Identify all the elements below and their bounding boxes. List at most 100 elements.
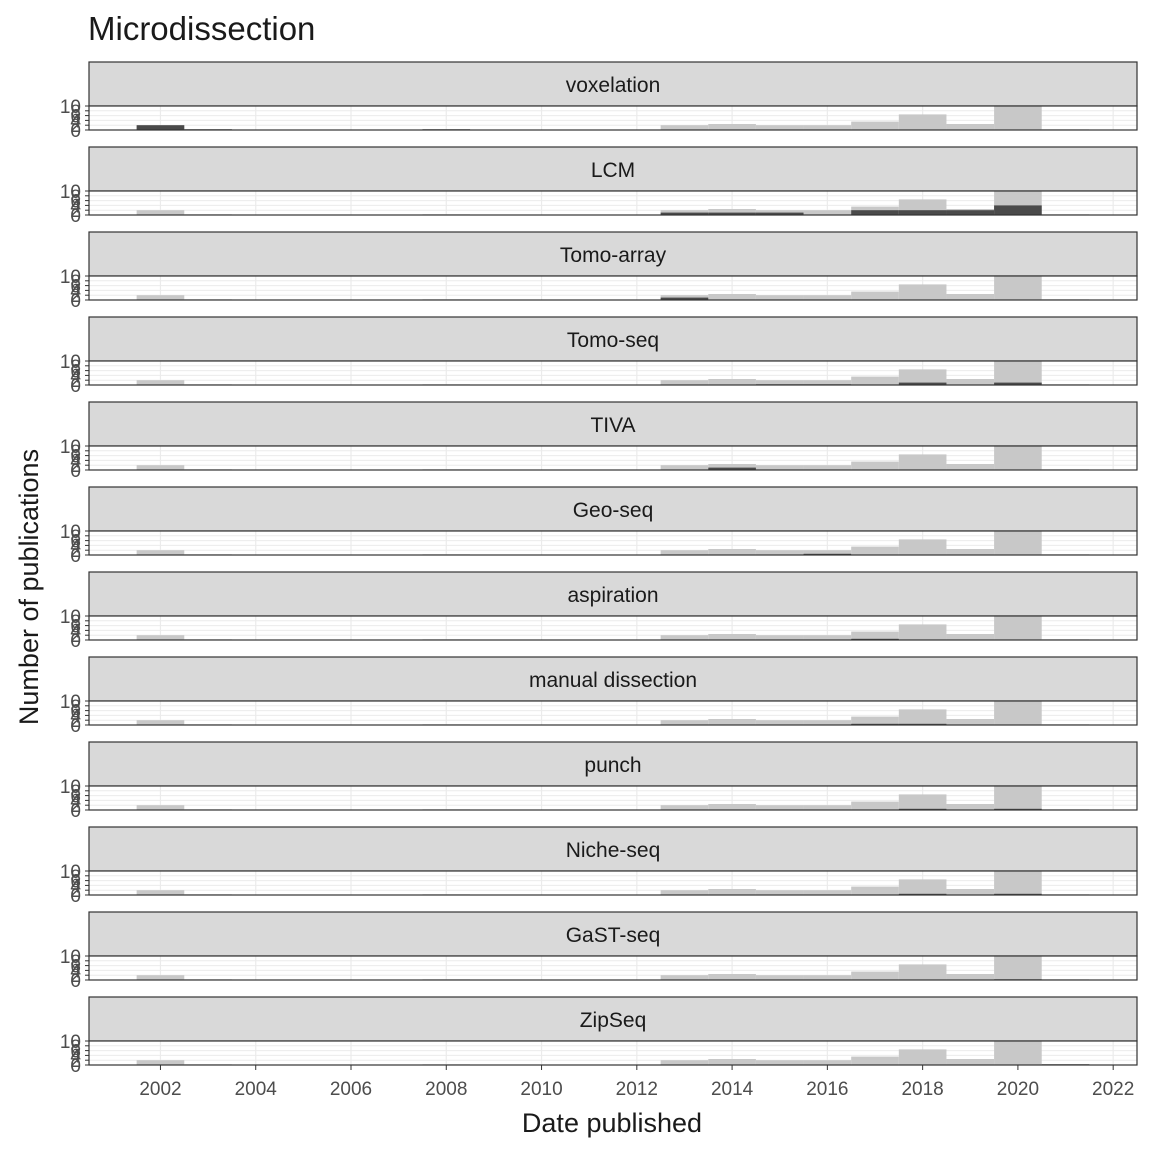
- y-tick-label: 10: [60, 437, 81, 458]
- total-bar: [898, 1049, 947, 1065]
- total-bar: [708, 549, 756, 555]
- total-bar: [755, 635, 804, 640]
- total-bar: [660, 805, 709, 810]
- y-tick-label: 4: [70, 791, 81, 812]
- x-tick-label: 2008: [425, 1079, 467, 1100]
- total-bar: [708, 124, 756, 130]
- y-tick-label: 0: [70, 291, 81, 312]
- y-tick-label: 0: [70, 716, 81, 737]
- y-tick-label: 4: [70, 111, 81, 132]
- chart-title: Microdissection: [88, 10, 315, 47]
- total-bar: [946, 294, 995, 300]
- total-bar: [851, 886, 899, 895]
- total-bar: [994, 276, 1042, 300]
- total-bar: [660, 720, 709, 725]
- total-bar: [946, 124, 995, 130]
- y-tick-label: 10: [60, 692, 81, 713]
- total-bar: [803, 805, 852, 810]
- total-bar: [708, 804, 756, 810]
- method-bar: [660, 297, 709, 300]
- y-tick-label: 0: [70, 206, 81, 227]
- y-tick-label: 10: [60, 947, 81, 968]
- total-bar: [755, 975, 804, 980]
- total-bar: [136, 890, 185, 895]
- total-bar: [660, 465, 709, 470]
- total-bar: [946, 804, 995, 810]
- facet-label: GaST-seq: [566, 924, 661, 947]
- total-bar: [660, 890, 709, 895]
- y-tick-label: 10: [60, 1032, 81, 1053]
- y-tick-label: 4: [70, 451, 81, 472]
- panel-border: [88, 360, 1138, 386]
- facet-strip: [88, 231, 1138, 277]
- y-tick-label: 8: [70, 782, 81, 803]
- x-tick-label: 2002: [139, 1079, 181, 1100]
- facet-strip: [88, 911, 1138, 957]
- total-bar: [851, 801, 899, 810]
- facet-strip: [88, 571, 1138, 617]
- panel-border: [88, 530, 1138, 556]
- total-bar: [803, 465, 852, 470]
- y-tick-label: 2: [70, 626, 81, 647]
- method-bar: [755, 212, 804, 215]
- y-tick-label: 0: [70, 461, 81, 482]
- x-axis-label: Date published: [522, 1108, 702, 1138]
- total-bar: [851, 716, 899, 725]
- y-tick-label: 8: [70, 1037, 81, 1058]
- facet-strip: [88, 996, 1138, 1042]
- y-tick-label: 8: [70, 612, 81, 633]
- total-bar: [898, 794, 947, 810]
- total-bar: [660, 975, 709, 980]
- panel-border: [88, 615, 1138, 641]
- total-bar: [755, 380, 804, 385]
- method-bar: [851, 210, 899, 215]
- total-bar: [755, 720, 804, 725]
- method-bar: [660, 212, 709, 215]
- total-bar: [803, 295, 852, 300]
- facet-label: aspiration: [567, 584, 658, 607]
- total-bar: [898, 964, 947, 980]
- y-axis-label: Number of publications: [14, 449, 44, 725]
- panel-border: [88, 785, 1138, 811]
- y-tick-label: 0: [70, 121, 81, 142]
- total-bar: [946, 889, 995, 895]
- y-tick-label: 8: [70, 102, 81, 123]
- total-bar: [708, 634, 756, 640]
- panel-border: [88, 870, 1138, 896]
- total-bar: [755, 550, 804, 555]
- method-bar: [994, 382, 1042, 385]
- total-bar: [851, 631, 899, 640]
- y-tick-label: 4: [70, 366, 81, 387]
- y-tick-label: 8: [70, 187, 81, 208]
- facet-strip: [88, 316, 1138, 362]
- panel-border: [88, 275, 1138, 301]
- x-tick-label: 2006: [330, 1079, 372, 1100]
- y-tick-label: 0: [70, 971, 81, 992]
- y-tick-label: 6: [70, 447, 81, 468]
- y-tick-label: 8: [70, 697, 81, 718]
- total-bar: [755, 295, 804, 300]
- total-bar: [803, 890, 852, 895]
- total-bar: [708, 1059, 756, 1065]
- facet-label: TIVA: [590, 414, 635, 437]
- x-tick-label: 2018: [901, 1079, 943, 1100]
- y-tick-label: 0: [70, 801, 81, 822]
- x-tick-label: 2020: [997, 1079, 1039, 1100]
- y-tick-label: 4: [70, 706, 81, 727]
- total-bar: [898, 624, 947, 640]
- total-bar: [994, 616, 1042, 640]
- method-bar: [898, 382, 947, 385]
- facet-strip: [88, 741, 1138, 787]
- total-bar: [898, 369, 947, 385]
- total-bar: [946, 974, 995, 980]
- y-tick-label: 6: [70, 957, 81, 978]
- total-bar: [803, 125, 852, 130]
- y-tick-label: 2: [70, 456, 81, 477]
- total-bar: [136, 210, 185, 215]
